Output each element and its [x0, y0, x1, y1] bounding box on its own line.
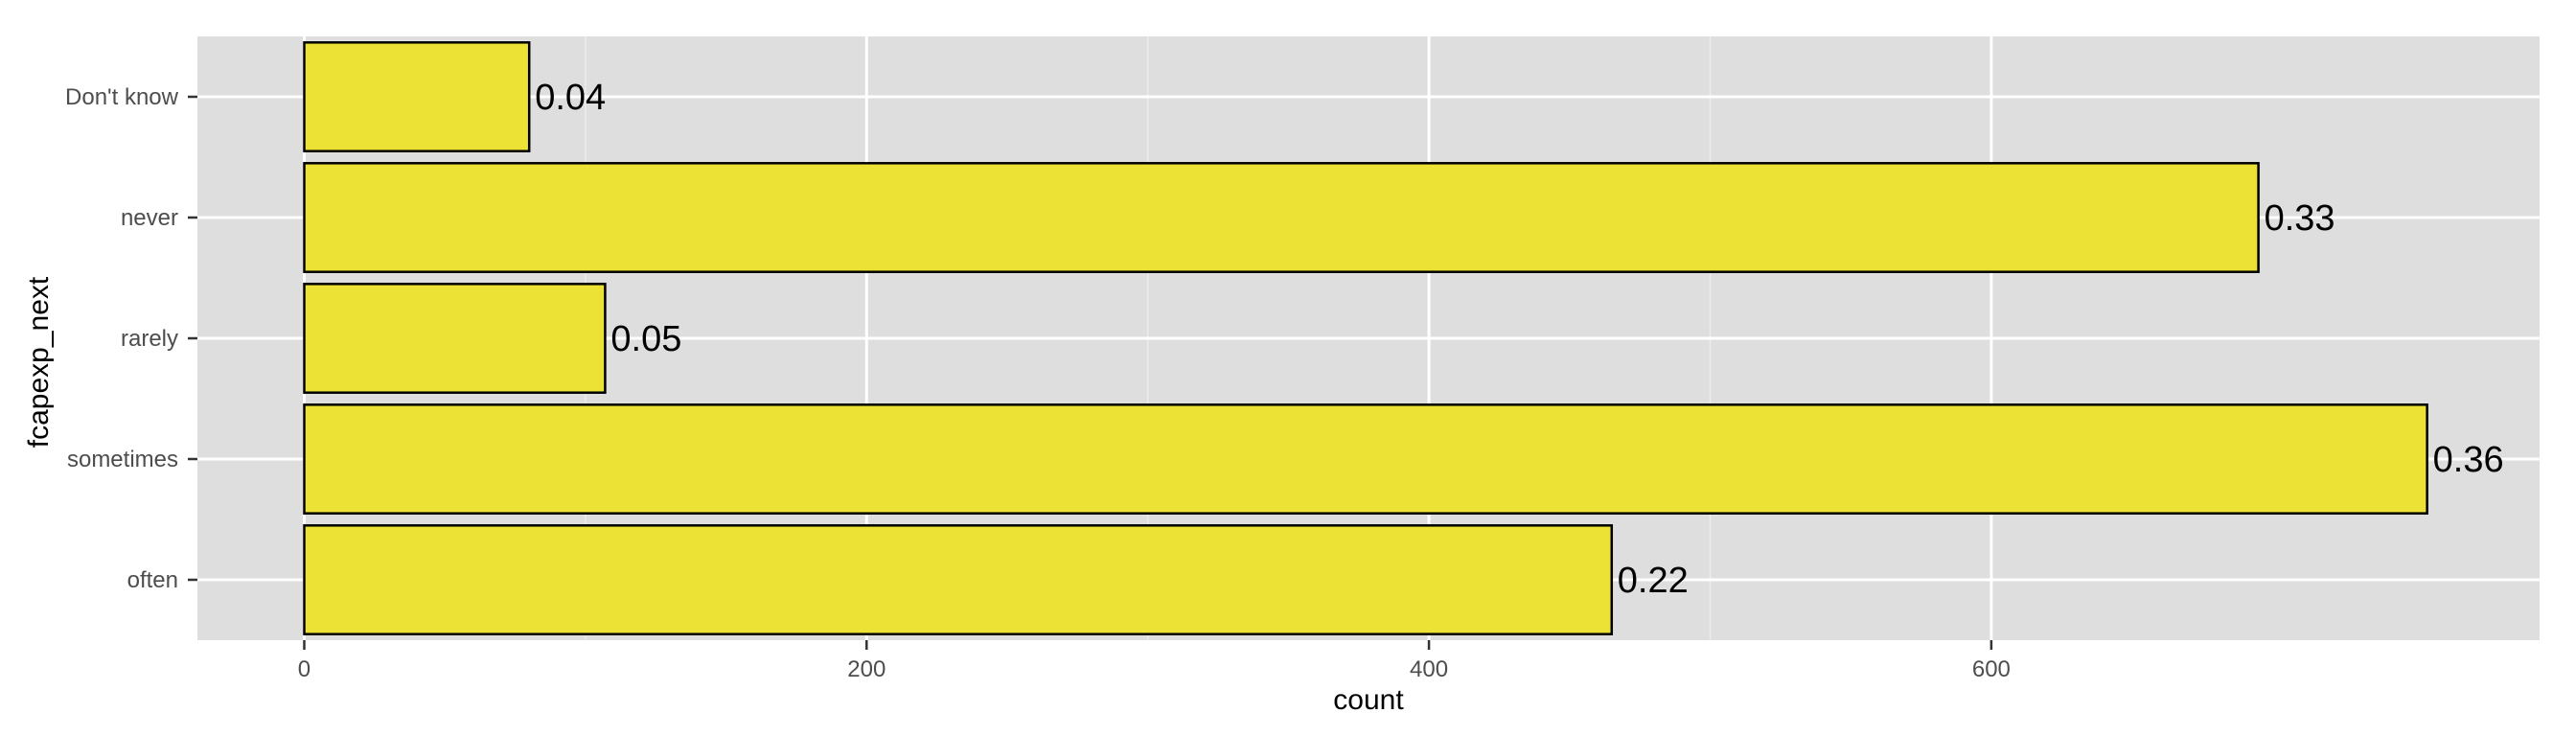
- x-tick-label: 400: [1410, 656, 1448, 682]
- bar: [303, 162, 2260, 273]
- bars: [303, 41, 2428, 635]
- x-axis-title: count: [1333, 684, 1404, 716]
- y-tick-label: rarely: [121, 326, 178, 352]
- data-labels: 0.04 0.33 0.05 0.36 0.22: [535, 78, 2503, 601]
- data-label: 0.33: [2265, 198, 2335, 239]
- y-tick-label: Don't know: [65, 84, 179, 110]
- x-tick-label: 0: [298, 656, 310, 682]
- data-label: 0.36: [2433, 440, 2504, 480]
- x-tick-label: 600: [1972, 656, 2011, 682]
- x-axis: 0 200 400 600: [298, 640, 2011, 682]
- y-axis-title: fcapexp_next: [23, 276, 55, 448]
- data-label: 0.04: [535, 78, 606, 118]
- bar: [303, 283, 607, 394]
- y-tick-label: sometimes: [67, 447, 178, 472]
- y-tick-label: often: [127, 567, 178, 593]
- y-tick-label: never: [121, 205, 178, 231]
- data-label: 0.22: [1618, 561, 1689, 601]
- bar: [303, 403, 2428, 515]
- y-axis: Don't know never rarely sometimes often: [65, 84, 197, 593]
- data-label: 0.05: [610, 319, 681, 359]
- x-tick-label: 200: [847, 656, 886, 682]
- bar: [303, 41, 531, 152]
- bar: [303, 524, 1614, 635]
